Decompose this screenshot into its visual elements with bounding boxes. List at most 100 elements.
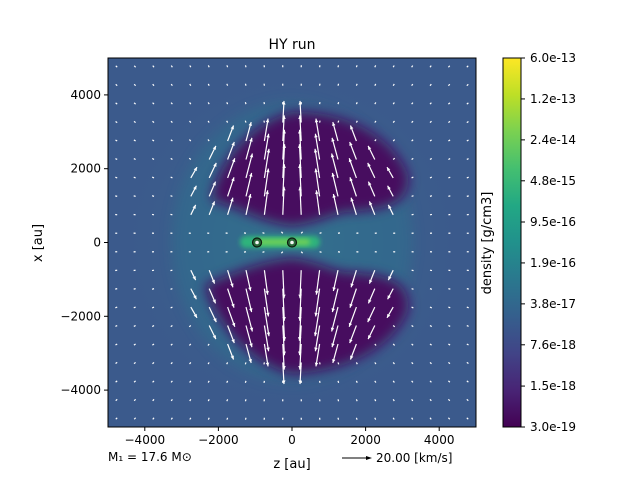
velocity-vector [189,398,192,402]
velocity-vector [262,251,265,253]
velocity-vector [337,120,340,123]
velocity-vector [429,380,432,383]
velocity-vector [152,120,155,124]
velocity-vector [245,306,253,332]
velocity-vector-head [266,347,270,352]
velocity-vector-head [368,181,372,186]
velocity-vector [392,362,395,365]
velocity-vector [115,102,118,105]
velocity-vector-head [282,351,286,356]
velocity-vector [411,120,414,123]
velocity-vector [447,417,451,420]
velocity-vector [170,417,173,420]
velocity-vector [374,65,377,68]
velocity-vector [331,172,339,197]
velocity-vector [133,417,137,420]
velocity-vector [392,325,396,328]
velocity-vector-head [249,172,253,177]
colorbar-tick-label: 6.0e-13 [530,51,576,65]
velocity-vector [152,398,155,402]
velocity-vector [115,417,118,420]
velocity-vector [263,148,270,179]
velocity-vector [374,399,377,402]
star-marker-core [290,240,294,245]
velocity-vector [133,102,136,105]
velocity-vector [355,399,358,402]
velocity-vector-head [193,185,197,190]
velocity-vector [115,343,118,346]
velocity-vector [207,362,210,365]
velocity-vector [280,251,284,254]
velocity-vector [298,129,302,160]
velocity-vector-head [231,322,236,327]
velocity-vector [337,417,340,420]
velocity-vector [133,288,136,290]
velocity-vector-head [350,283,354,288]
velocity-vector-head [248,358,252,363]
velocity-vector [170,139,173,142]
velocity-vector [244,102,247,105]
colorbar-tick-label: 9.5e-16 [530,215,576,229]
colorbar-ticks: 6.0e-13 1.2e-13 2.4e-14 4.8e-15 9.5e-16 1.9e-… [521,51,576,434]
heatmap-cavity-upper [212,111,409,226]
velocity-vector [170,398,173,402]
velocity-vector-head [314,133,318,138]
velocity-vector [331,137,339,160]
velocity-vector [207,120,210,123]
velocity-vector [244,65,247,68]
velocity-vector [170,83,173,87]
velocity-vector-head [249,137,253,142]
velocity-vector [411,362,414,365]
velocity-vector [152,343,155,346]
velocity-vector [282,362,285,385]
velocity-vector [244,362,247,365]
velocity-vector [411,157,414,160]
velocity-vector [331,153,339,179]
velocity-vector [282,343,285,370]
velocity-vector [374,417,377,420]
velocity-vector [337,380,340,383]
velocity-vector [466,398,469,402]
velocity-vector [299,164,302,197]
velocity-vector [226,65,229,68]
colorbar-tick-label: 3.8e-17 [530,297,576,311]
velocity-vector [189,102,192,105]
velocity-vector [133,195,136,197]
velocity-vector-head [231,339,235,344]
velocity-vector [133,380,136,383]
colorbar-tick-label: 1.5e-18 [530,379,576,393]
velocity-vector [133,306,136,309]
velocity-vector-head [230,125,234,130]
velocity-vector [170,325,173,328]
velocity-vector-head [330,153,335,158]
velocity-vector-head [192,204,196,209]
velocity-vector [411,65,414,68]
velocity-vector [466,139,469,142]
velocity-vector [448,343,451,346]
velocity-vector [133,139,136,142]
velocity-vector-head [249,327,254,332]
velocity-vector-head [298,380,302,385]
velocity-vector [337,362,340,365]
velocity-vector [188,325,192,328]
velocity-vector-head [231,177,235,182]
velocity-vector-head [349,177,353,182]
velocity-vector [133,324,136,327]
velocity-vector [189,417,192,420]
velocity-vector-head [388,276,392,281]
velocity-vector-head [387,313,391,318]
velocity-vector-head [282,380,286,385]
velocity-vector [429,139,432,142]
velocity-vector [315,270,321,295]
velocity-vector [151,325,155,328]
velocity-vector [331,306,339,332]
velocity-vector-head [315,290,319,295]
velocity-vector [152,102,155,105]
velocity-vector [207,83,210,86]
velocity-vector [133,120,136,124]
x-tick-label: −4000 [125,433,166,447]
velocity-vector-head [231,141,235,146]
colorbar [502,57,522,428]
velocity-vector [299,362,302,385]
velocity-vector [429,398,432,402]
